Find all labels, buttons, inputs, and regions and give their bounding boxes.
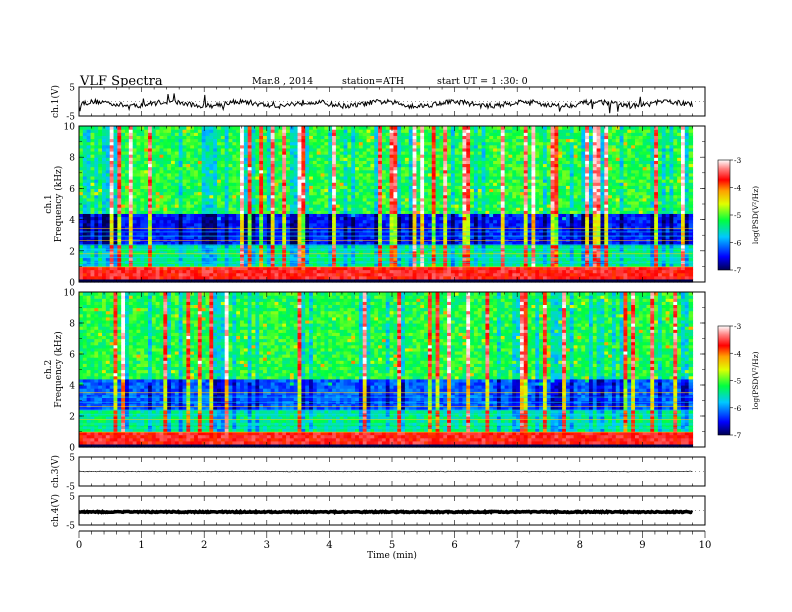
ch.1-spectrogram-cells — [79, 126, 693, 283]
y-tick-label: 5 — [69, 84, 75, 94]
y-tick-label: -5 — [66, 113, 75, 123]
ch.1(V)-trace — [79, 94, 693, 114]
date-label: Mar.8 , 2014 — [252, 76, 313, 87]
ch1-waveform-panel: 5 -5 ch.1(V) — [50, 84, 705, 123]
start-time-label: start UT = 1 :30: 0 — [437, 76, 528, 87]
waveform-axis-label: ch.1(V) — [50, 85, 61, 118]
station-label: station=ATH — [342, 76, 404, 87]
vlf-spectra-figure: VLF Spectra Mar.8 , 2014 station=ATH sta… — [0, 0, 792, 612]
